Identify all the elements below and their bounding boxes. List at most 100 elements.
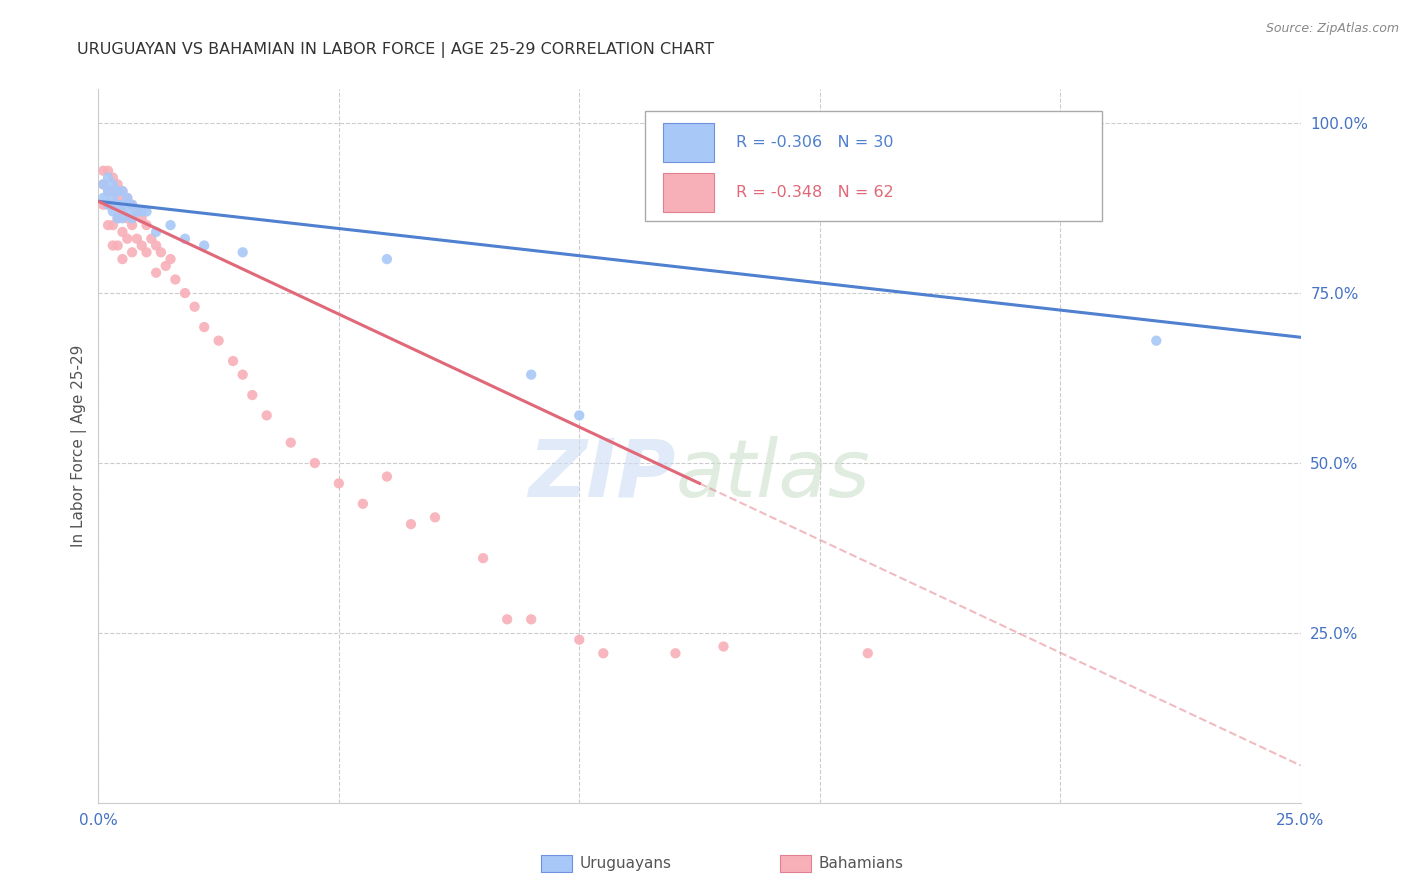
Point bbox=[520, 612, 543, 626]
Point bbox=[131, 204, 153, 219]
Point bbox=[145, 225, 167, 239]
Point bbox=[208, 334, 231, 348]
Point bbox=[111, 184, 134, 198]
Point bbox=[280, 435, 302, 450]
Point bbox=[568, 632, 591, 647]
Point bbox=[232, 245, 254, 260]
Point bbox=[193, 238, 215, 252]
Point bbox=[135, 218, 157, 232]
Point bbox=[174, 286, 197, 301]
Point bbox=[101, 191, 124, 205]
Point bbox=[240, 388, 263, 402]
Text: Source: ZipAtlas.com: Source: ZipAtlas.com bbox=[1265, 22, 1399, 36]
Text: atlas: atlas bbox=[675, 435, 870, 514]
Point bbox=[111, 198, 134, 212]
Point bbox=[472, 551, 495, 566]
Point bbox=[121, 218, 143, 232]
Text: Bahamians: Bahamians bbox=[818, 856, 903, 871]
FancyBboxPatch shape bbox=[664, 173, 714, 212]
Point bbox=[107, 211, 129, 226]
Point bbox=[145, 266, 167, 280]
Point bbox=[91, 198, 114, 212]
Point bbox=[117, 191, 139, 205]
Point bbox=[121, 245, 143, 260]
Point bbox=[352, 497, 374, 511]
Point bbox=[101, 218, 124, 232]
Point bbox=[159, 252, 181, 266]
Point bbox=[375, 469, 398, 483]
Point bbox=[107, 178, 129, 192]
Point bbox=[121, 198, 143, 212]
Point bbox=[97, 170, 120, 185]
Point bbox=[256, 409, 278, 423]
Point bbox=[101, 204, 124, 219]
Point bbox=[125, 204, 148, 219]
Point bbox=[155, 259, 177, 273]
Point bbox=[101, 198, 124, 212]
Point bbox=[107, 198, 129, 212]
Point bbox=[111, 211, 134, 226]
Point bbox=[131, 211, 153, 226]
Point bbox=[664, 646, 686, 660]
Point bbox=[91, 178, 114, 192]
Point bbox=[141, 232, 163, 246]
Point bbox=[97, 184, 120, 198]
Point bbox=[97, 184, 120, 198]
Y-axis label: In Labor Force | Age 25-29: In Labor Force | Age 25-29 bbox=[72, 345, 87, 547]
Point bbox=[101, 170, 124, 185]
Point bbox=[91, 178, 114, 192]
Point bbox=[183, 300, 205, 314]
Point bbox=[423, 510, 446, 524]
Point bbox=[520, 368, 543, 382]
Point bbox=[97, 218, 120, 232]
Text: ZIP: ZIP bbox=[529, 435, 675, 514]
Point bbox=[117, 232, 139, 246]
Point bbox=[91, 191, 114, 205]
Point bbox=[107, 238, 129, 252]
Point bbox=[117, 204, 139, 219]
Point bbox=[713, 640, 735, 654]
Point bbox=[111, 252, 134, 266]
Point bbox=[399, 517, 422, 532]
Point bbox=[121, 198, 143, 212]
Point bbox=[159, 218, 181, 232]
Point bbox=[117, 191, 139, 205]
Point bbox=[97, 198, 120, 212]
Text: R = -0.348   N = 62: R = -0.348 N = 62 bbox=[735, 186, 893, 200]
Point bbox=[328, 476, 350, 491]
Point bbox=[193, 320, 215, 334]
Point bbox=[97, 198, 120, 212]
Point bbox=[232, 368, 254, 382]
Point bbox=[496, 612, 519, 626]
Point bbox=[111, 204, 134, 219]
Point bbox=[117, 211, 139, 226]
Point bbox=[101, 178, 124, 192]
Point bbox=[107, 191, 129, 205]
Point bbox=[145, 238, 167, 252]
Point bbox=[1144, 334, 1167, 348]
Point bbox=[125, 232, 148, 246]
Point bbox=[165, 272, 187, 286]
Point bbox=[97, 163, 120, 178]
Point bbox=[111, 225, 134, 239]
Point bbox=[125, 204, 148, 219]
Point bbox=[375, 252, 398, 266]
FancyBboxPatch shape bbox=[664, 123, 714, 162]
Point bbox=[135, 245, 157, 260]
Point bbox=[101, 184, 124, 198]
Point bbox=[135, 204, 157, 219]
Point bbox=[149, 245, 172, 260]
Point bbox=[131, 238, 153, 252]
Point bbox=[856, 646, 879, 660]
Point bbox=[568, 409, 591, 423]
Point bbox=[91, 163, 114, 178]
Point bbox=[107, 184, 129, 198]
Point bbox=[107, 211, 129, 226]
FancyBboxPatch shape bbox=[645, 111, 1102, 221]
Point bbox=[592, 646, 614, 660]
Text: URUGUAYAN VS BAHAMIAN IN LABOR FORCE | AGE 25-29 CORRELATION CHART: URUGUAYAN VS BAHAMIAN IN LABOR FORCE | A… bbox=[77, 42, 714, 58]
Point bbox=[101, 238, 124, 252]
Point bbox=[174, 232, 197, 246]
Point bbox=[111, 184, 134, 198]
Point bbox=[121, 211, 143, 226]
